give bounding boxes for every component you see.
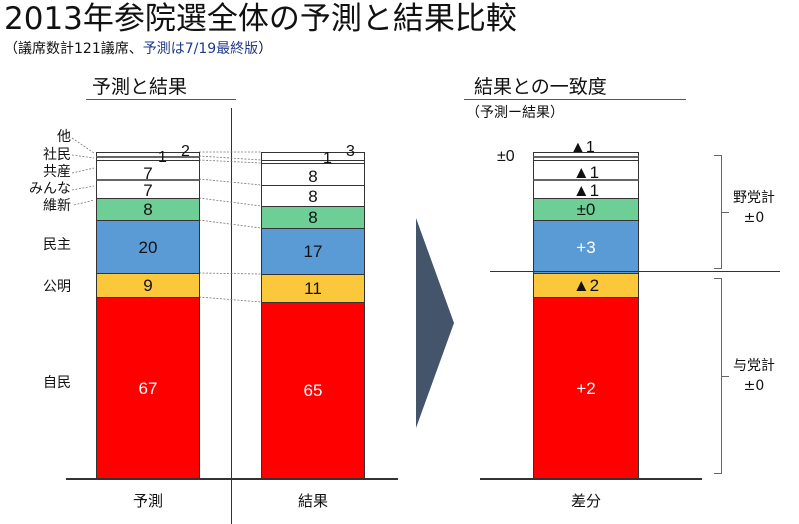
diff-sdp-value: ±0 xyxy=(497,148,515,165)
chart-subtitle: （議席数計121議席、予測は7/19最終版） xyxy=(4,40,272,58)
value-label: 8 xyxy=(308,186,318,206)
party-label-ldp: 自民 xyxy=(43,375,71,391)
result-segment-jcp: 8 xyxy=(261,163,365,186)
diff-segment-your-party: ▲1 xyxy=(533,179,639,199)
party-label-other: 他 xyxy=(57,129,71,145)
party-label-dpj: 民主 xyxy=(43,237,71,253)
party-label-sdp: 社民 xyxy=(43,147,71,163)
ruling-value: ±0 xyxy=(743,378,765,394)
result-segment-your-party: 8 xyxy=(261,185,365,207)
opposition-label: 野党計 xyxy=(733,190,775,206)
left-heading-underline xyxy=(86,99,236,100)
value-label: 8 xyxy=(143,200,153,219)
result-other-value: 3 xyxy=(346,143,355,160)
party-label-komeito: 公明 xyxy=(43,279,71,295)
prediction-sdp-value: 1 xyxy=(158,149,167,166)
value-label: 17 xyxy=(303,242,323,261)
prediction-segment-restoration: 8 xyxy=(96,198,200,221)
value-label: 65 xyxy=(303,381,323,400)
subtitle-prefix: （議席数計121議席、 xyxy=(4,41,143,57)
ruling-brace xyxy=(714,278,729,474)
prediction-segment-your-party: 7 xyxy=(96,179,200,199)
result-segment-dpj: 17 xyxy=(261,228,365,275)
party-label-jcp: 共産 xyxy=(43,164,71,180)
prediction-other-value: 2 xyxy=(181,143,190,160)
result-sdp-value: 1 xyxy=(323,150,332,167)
opposition-brace xyxy=(714,155,729,269)
prediction-segment-ldp: 67 xyxy=(96,297,200,479)
value-label: +3 xyxy=(576,237,596,257)
party-label-restoration: 維新 xyxy=(43,198,71,214)
diff-segment-restoration: ±0 xyxy=(533,198,639,221)
value-label: 11 xyxy=(304,279,322,298)
subtitle-suffix: ） xyxy=(258,41,273,57)
value-label: ▲1 xyxy=(572,162,600,182)
group-separator-line xyxy=(490,271,780,272)
left-section-heading: 予測と結果 xyxy=(92,76,188,98)
diff-segment-ldp: +2 xyxy=(533,297,639,479)
result-segment-restoration: 8 xyxy=(261,206,365,229)
value-label: ▲2 xyxy=(572,276,600,295)
value-label: +2 xyxy=(576,378,596,398)
left-baseline xyxy=(66,478,398,480)
ruling-total: 与党計 ±0 xyxy=(724,356,784,396)
value-label: ▲1 xyxy=(572,181,600,200)
value-label: 7 xyxy=(143,181,153,200)
opposition-value: ±0 xyxy=(743,210,765,226)
brace-tick xyxy=(722,376,729,377)
right-section-subheading: （予測ー結果） xyxy=(466,105,564,121)
value-label: 7 xyxy=(143,163,153,183)
arrow-right-icon xyxy=(416,218,454,428)
opposition-total: 野党計 ±0 xyxy=(724,188,784,228)
diff-segment-jcp: ▲1 xyxy=(533,160,639,182)
value-label: 67 xyxy=(138,378,158,398)
prediction-segment-jcp: 7 xyxy=(96,160,200,183)
value-label: 9 xyxy=(143,276,153,295)
right-section-heading: 結果との一致度 xyxy=(474,76,607,98)
value-label: 8 xyxy=(308,208,318,227)
x-label-result: 結果 xyxy=(297,492,328,510)
subtitle-highlight: 予測は7/19最終版 xyxy=(142,41,259,57)
ruling-label: 与党計 xyxy=(733,358,775,374)
result-segment-komeito: 11 xyxy=(261,274,365,303)
x-label-prediction: 予測 xyxy=(132,492,163,510)
prediction-segment-dpj: 20 xyxy=(96,220,200,274)
right-heading-underline xyxy=(464,99,686,100)
diff-segment-komeito: ▲2 xyxy=(533,273,639,298)
value-label: 8 xyxy=(308,167,318,186)
right-baseline xyxy=(480,478,702,480)
value-label: 20 xyxy=(138,237,158,257)
divider-line xyxy=(231,108,232,524)
party-label-your-party: みんな xyxy=(29,181,71,197)
diff-other-value: ▲1 xyxy=(570,139,595,156)
diff-segment-dpj: +3 xyxy=(533,220,639,274)
chart-title: 2013年参院選全体の予測と結果比較 xyxy=(4,1,517,37)
prediction-segment-komeito: 9 xyxy=(96,273,200,298)
x-label-difference: 差分 xyxy=(570,492,601,510)
value-label: ±0 xyxy=(576,200,596,219)
brace-tick xyxy=(722,212,729,213)
result-segment-ldp: 65 xyxy=(261,302,365,479)
